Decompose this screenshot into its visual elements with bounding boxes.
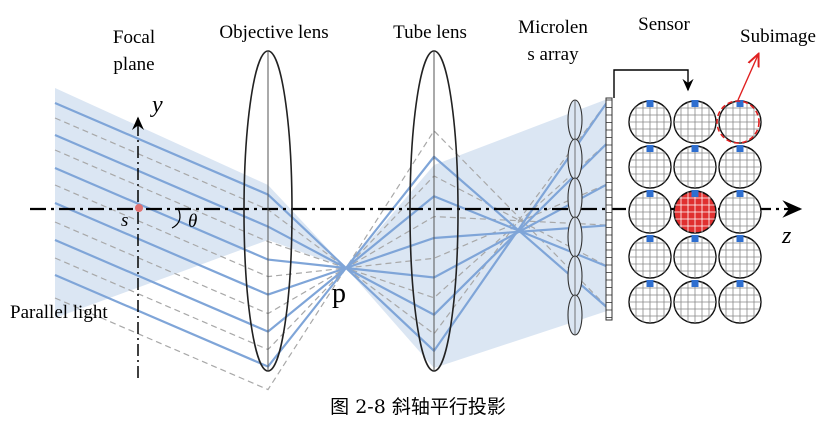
light-rays	[54, 97, 611, 391]
label-focal-line2: plane	[113, 54, 154, 75]
subimage-pointer-arrow	[737, 55, 758, 101]
pixel-marker	[736, 100, 744, 107]
pixel-marker	[691, 190, 699, 197]
incident-beam-region	[55, 88, 346, 318]
label-sensor: Sensor	[638, 14, 690, 35]
light-ray	[54, 155, 611, 368]
pixel-marker	[691, 280, 699, 287]
label-focal-line1: Focal	[113, 27, 155, 48]
pixel-marker	[646, 235, 654, 242]
label-z-axis: z	[781, 223, 792, 249]
label-objective-lens: Objective lens	[219, 22, 328, 43]
pixel-marker	[691, 235, 699, 242]
pixel-marker	[646, 145, 654, 152]
label-microlens-line1: Microlen	[518, 17, 588, 38]
pixel-marker	[646, 280, 654, 287]
pixel-marker	[646, 100, 654, 107]
angle-arc	[171, 207, 181, 229]
exit-beam-region	[346, 98, 610, 368]
microlens-array	[567, 97, 613, 336]
label-parallel-light: Parallel light	[10, 302, 108, 323]
subimage-highlight-circle	[716, 100, 760, 144]
pixel-marker	[736, 190, 744, 197]
pixel-marker	[691, 145, 699, 152]
label-subimage: Subimage	[740, 26, 816, 47]
label-microlens-line2: s array	[527, 44, 579, 65]
label-point-s: s	[121, 210, 128, 231]
pixel-marker	[736, 280, 744, 287]
label-theta: θ	[188, 211, 197, 232]
label-point-p: p	[332, 278, 346, 309]
dashed-ray	[54, 129, 611, 391]
dashed-ray	[54, 97, 611, 335]
sensor-plate	[605, 97, 613, 321]
figure-caption: 图 2-8 斜轴平行投影	[330, 396, 506, 418]
pixel-marker	[691, 100, 699, 107]
label-y-axis: y	[150, 92, 163, 118]
label-tube-lens: Tube lens	[393, 22, 467, 43]
pixel-marker	[736, 235, 744, 242]
pixel-marker	[736, 145, 744, 152]
sensor-pointer-arrow	[613, 69, 694, 98]
point-s-marker	[135, 204, 143, 212]
pixel-marker	[646, 190, 654, 197]
sensor-grid	[628, 100, 762, 324]
